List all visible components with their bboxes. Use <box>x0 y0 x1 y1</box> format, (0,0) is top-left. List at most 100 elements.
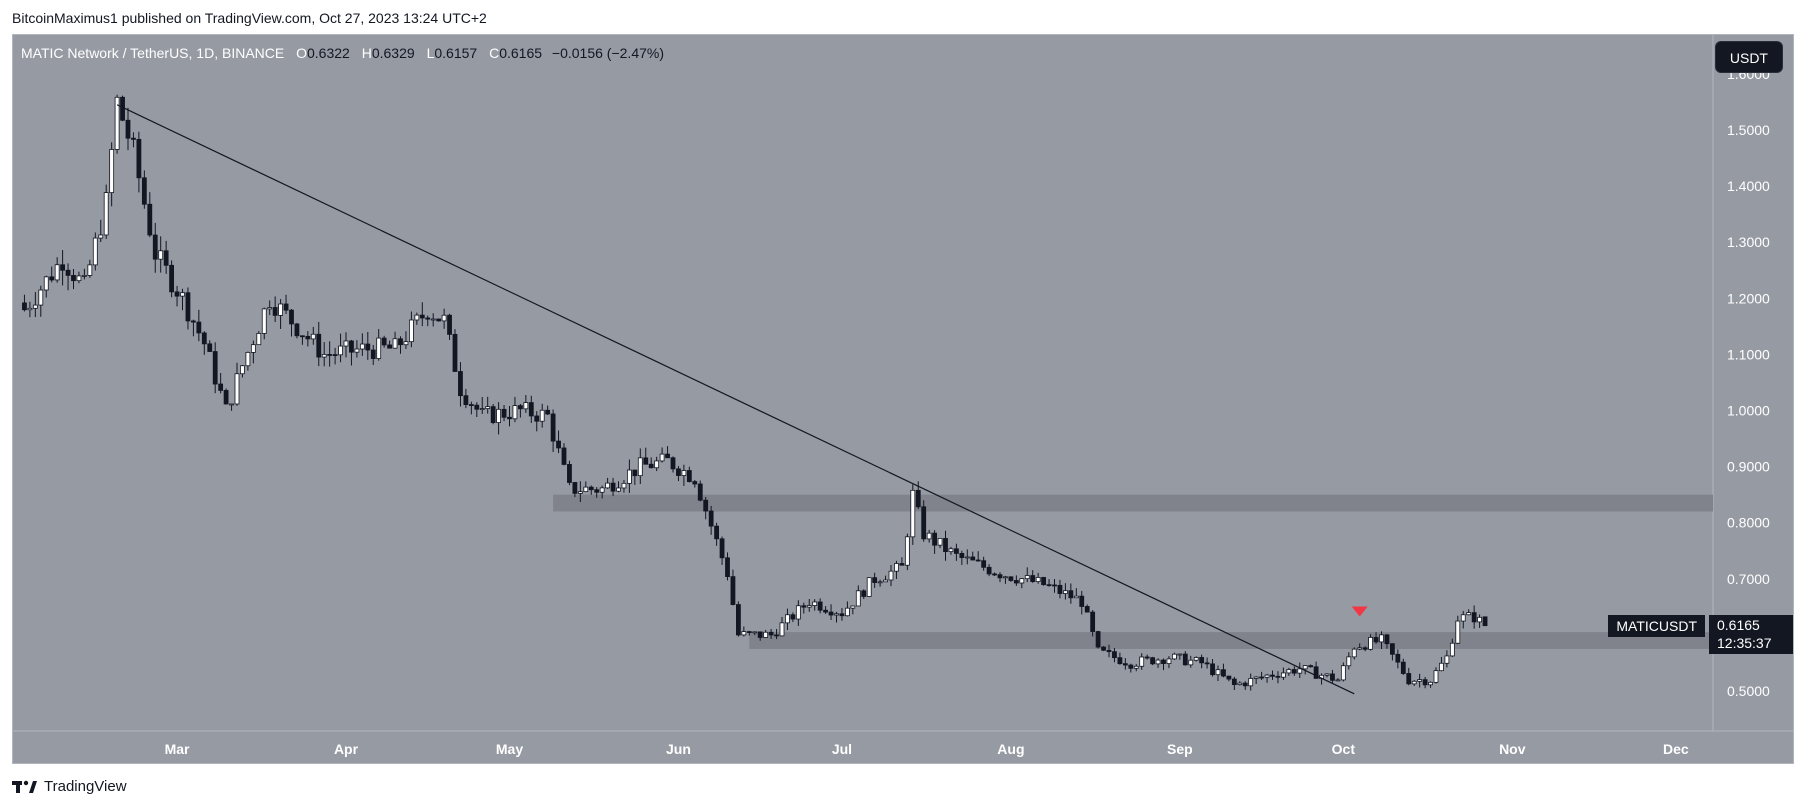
candle-down <box>1106 649 1112 653</box>
candle-up <box>806 605 812 608</box>
change-value: −0.0156 (−2.47%) <box>551 45 665 61</box>
candle-up <box>92 237 98 266</box>
candle-up <box>577 491 583 494</box>
candle-down <box>1117 657 1123 665</box>
candle-up <box>523 402 529 410</box>
candle-down <box>921 506 927 540</box>
candle-down <box>463 395 469 405</box>
candle-down <box>387 344 393 349</box>
candle-down <box>1231 678 1237 685</box>
time-axis-label: Jul <box>832 741 852 757</box>
candle-down <box>719 538 725 559</box>
candle-up <box>1335 679 1341 682</box>
candle-down <box>545 409 551 415</box>
candle-down <box>594 489 600 493</box>
low-label: L <box>426 45 435 61</box>
candle-up <box>103 192 109 236</box>
candle-up <box>1368 637 1373 650</box>
candle-up <box>310 333 316 340</box>
candle-down <box>365 343 371 351</box>
candle-up <box>158 250 164 260</box>
candle-up <box>250 344 256 353</box>
candle-up <box>834 613 839 616</box>
candlestick-chart[interactable]: 0.5000 0.7000 0.8000 0.9000 1.0000 1.1000 1.20… <box>13 35 1794 764</box>
tradingview-logo-icon <box>12 779 38 795</box>
candle-down <box>316 333 322 358</box>
candle-up <box>1281 672 1286 678</box>
candle-down <box>507 416 512 420</box>
ticker-tag: MATICUSDT <box>1608 614 1705 637</box>
candle-up <box>1264 674 1270 678</box>
chart-area[interactable]: 0.5000 0.7000 0.8000 0.9000 1.0000 1.1000 1.20… <box>12 34 1794 764</box>
candle-down <box>556 440 561 449</box>
candle-down <box>419 314 425 319</box>
candle-down <box>986 566 992 575</box>
candle-down <box>1471 612 1477 623</box>
candle-up <box>637 457 643 477</box>
candle-up <box>763 631 769 638</box>
candle-down <box>1270 674 1275 677</box>
candle-up <box>485 406 491 409</box>
candle-up <box>321 354 327 358</box>
price-axis-label: 1.1000 <box>1727 346 1770 362</box>
candle-up <box>845 607 850 617</box>
candle-down <box>970 556 976 561</box>
candle-down <box>670 457 676 470</box>
candle-up <box>1166 658 1172 664</box>
time-axis-label: Jun <box>666 741 691 757</box>
price-axis-label: 0.7000 <box>1727 571 1770 587</box>
candle-down <box>452 333 458 372</box>
candle-down <box>550 413 556 442</box>
candle-up <box>180 292 185 297</box>
candle-up <box>354 348 360 353</box>
candle-down <box>790 614 796 620</box>
candle-up <box>1411 680 1417 685</box>
candle-up <box>1351 648 1357 658</box>
open-value: 0.6322 <box>307 45 350 61</box>
high-label: H <box>361 45 372 61</box>
candle-down <box>954 548 959 554</box>
candle-down <box>1275 675 1281 678</box>
currency-button[interactable]: USDT <box>1714 41 1783 73</box>
candle-up <box>1215 669 1221 676</box>
candle-down <box>1422 679 1428 686</box>
candle-up <box>627 469 632 484</box>
candle-up <box>82 275 87 277</box>
candle-down <box>490 406 496 423</box>
candle-down <box>1112 651 1117 659</box>
candle-up <box>1003 576 1008 579</box>
symbol-legend: MATIC Network / TetherUS, 1D, BINANCE O0… <box>21 45 664 61</box>
candle-down <box>823 609 828 613</box>
candle-down <box>425 317 431 320</box>
candle-down <box>736 604 741 636</box>
tradingview-brand[interactable]: TradingView <box>12 778 127 795</box>
candle-up <box>866 577 872 597</box>
candle-up <box>376 337 382 359</box>
candle-down <box>708 510 714 527</box>
candle-down <box>49 276 55 281</box>
candle-down <box>1068 590 1074 599</box>
candle-up <box>392 338 398 349</box>
rejection-marker-icon <box>1351 606 1368 617</box>
price-axis-label: 1.4000 <box>1727 178 1770 194</box>
candle-up <box>1035 577 1041 582</box>
candle-up <box>1155 659 1161 665</box>
candle-down <box>1259 676 1264 679</box>
candle-down <box>218 383 224 391</box>
candle-up <box>1444 655 1450 664</box>
candle-down <box>1079 595 1085 607</box>
candle-up <box>1139 656 1145 667</box>
candle-up <box>430 318 436 321</box>
candle-up <box>539 409 545 422</box>
candle-up <box>616 487 621 492</box>
candle-up <box>234 373 240 405</box>
candle-up <box>414 314 420 321</box>
candle-down <box>774 634 779 637</box>
candle-down <box>141 177 147 205</box>
candle-up <box>512 405 518 420</box>
candle-down <box>174 291 180 297</box>
candle-up <box>1428 681 1433 686</box>
candle-down <box>648 463 654 469</box>
publish-info: BitcoinMaximus1 published on TradingView… <box>12 10 487 26</box>
resistance-zone <box>553 494 1713 512</box>
